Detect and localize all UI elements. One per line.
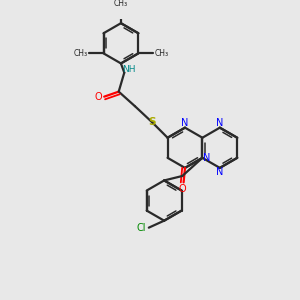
- Text: CH₃: CH₃: [74, 49, 88, 58]
- Text: N: N: [181, 118, 189, 128]
- Text: S: S: [148, 116, 155, 127]
- Text: CH₃: CH₃: [154, 49, 168, 58]
- Text: Cl: Cl: [136, 223, 146, 233]
- Text: N: N: [203, 153, 210, 163]
- Text: N: N: [216, 167, 224, 177]
- Text: CH₃: CH₃: [114, 0, 128, 8]
- Text: NH: NH: [123, 65, 136, 74]
- Text: N: N: [216, 118, 224, 128]
- Text: O: O: [94, 92, 102, 102]
- Text: O: O: [178, 184, 186, 194]
